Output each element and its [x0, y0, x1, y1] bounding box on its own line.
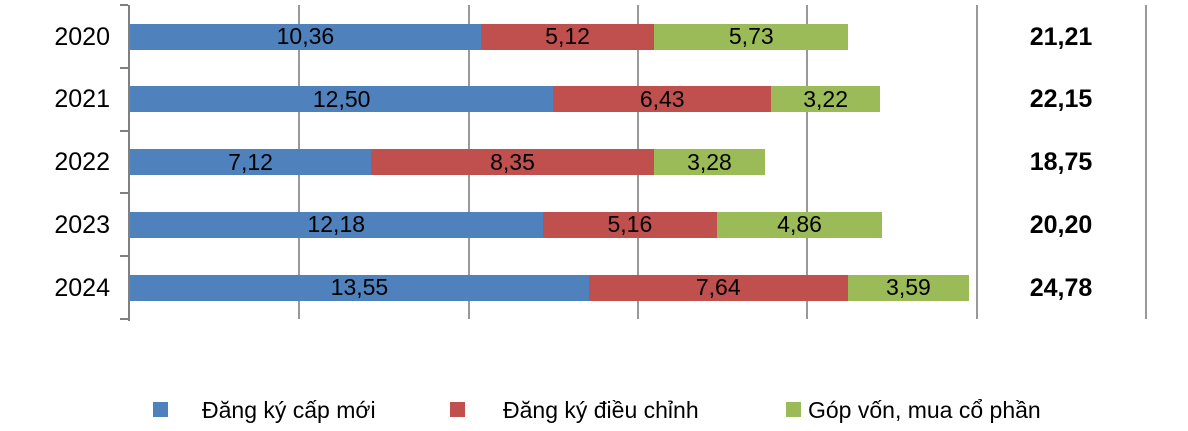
category-label: 2022: [54, 148, 110, 177]
bar-segment-label: 3,28: [687, 149, 732, 175]
bar-segment: 3,28: [653, 149, 765, 176]
bar-segment-label: 7,64: [695, 274, 741, 301]
bar-segment: 3,22: [771, 86, 881, 113]
category-label: 2023: [54, 210, 110, 239]
legend-swatch: [153, 402, 168, 417]
bar-segment-label: 10,36: [276, 23, 335, 50]
gridline: [975, 5, 978, 319]
bar-segment-label: 12,50: [312, 86, 371, 112]
bar-segment-label: 13,55: [330, 274, 389, 301]
gridline: [1145, 5, 1147, 319]
total-label: 18,75: [1029, 148, 1093, 177]
axis-tick: [120, 318, 128, 320]
legend-swatch: [786, 402, 801, 417]
legend-label: Đăng ký điều chỉnh: [503, 397, 699, 423]
bar-segment-label: 6,43: [639, 86, 685, 112]
bar-segment: 10,36: [130, 23, 481, 50]
category-label: 2021: [54, 85, 110, 114]
legend-swatch: [450, 402, 465, 417]
category-label: 2020: [54, 22, 110, 51]
gridline: [806, 5, 809, 319]
category-label: 2024: [54, 273, 110, 302]
bar-segment: 6,43: [553, 86, 772, 113]
total-label: 22,15: [1029, 85, 1093, 114]
axis-tick: [120, 4, 128, 6]
axis-tick: [120, 66, 128, 69]
total-label: 21,21: [1029, 22, 1093, 51]
legend-label: Góp vốn, mua cổ phần: [808, 397, 1041, 423]
bar-segment: 3,59: [847, 274, 970, 301]
bar-segment: 4,86: [717, 211, 882, 238]
bar-segment: 7,12: [130, 149, 372, 176]
bar-segment-label: 4,86: [777, 211, 822, 238]
bar-segment-label: 3,22: [803, 86, 848, 112]
bar-segment: 13,55: [130, 274, 589, 301]
axis-tick: [120, 192, 128, 195]
bar-segment: 5,12: [480, 23, 655, 50]
bar-segment: 8,35: [371, 149, 654, 176]
bar-segment-label: 5,73: [728, 23, 774, 50]
bar-segment-label: 5,16: [607, 211, 653, 238]
bar-segment: 7,64: [588, 274, 848, 301]
axis-tick: [120, 255, 128, 258]
axis-tick: [120, 129, 128, 132]
bar-segment: 5,73: [654, 23, 849, 50]
bar-segment-label: 5,12: [545, 23, 590, 50]
bar-segment-label: 8,35: [490, 149, 535, 175]
bar-segment-label: 3,59: [886, 274, 931, 301]
total-label: 24,78: [1029, 273, 1093, 302]
bar-segment: 12,50: [130, 86, 554, 113]
legend-label: Đăng ký cấp mới: [202, 397, 376, 423]
total-label: 20,20: [1029, 210, 1093, 239]
bar-segment-label: 12,18: [307, 211, 366, 238]
bar-segment: 5,16: [542, 211, 718, 238]
y-axis-line: [128, 5, 130, 321]
bar-segment-label: 7,12: [228, 149, 273, 175]
bar-segment: 12,18: [130, 211, 543, 238]
